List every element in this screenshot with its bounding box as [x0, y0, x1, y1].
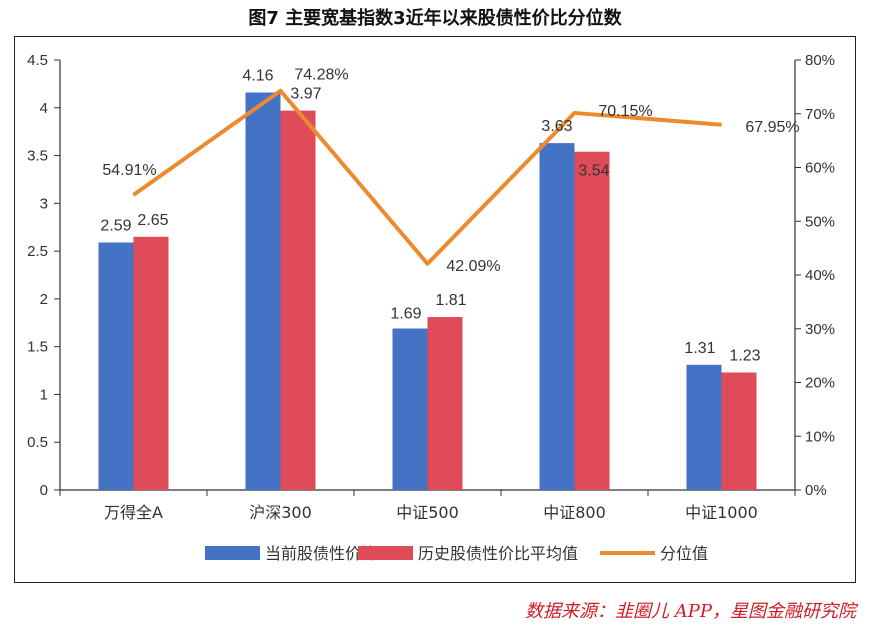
data-label-average: 3.54: [578, 163, 609, 180]
left-tick-label: 3.5: [27, 148, 48, 165]
right-tick-label: 80%: [805, 52, 835, 69]
data-label-percentile: 67.95%: [745, 119, 799, 136]
data-label-current: 4.16: [242, 67, 273, 84]
category-label: 中证1000: [685, 503, 758, 522]
legend-label-current: 当前股债性价比: [265, 544, 377, 563]
data-label-percentile: 70.15%: [598, 103, 652, 120]
bar-current: [686, 364, 722, 490]
percentile-point: [133, 194, 134, 196]
chart-frame: [14, 36, 856, 583]
data-label-percentile: 42.09%: [446, 258, 500, 275]
data-label-percentile: 74.28%: [294, 67, 348, 84]
data-label-current: 1.31: [684, 340, 715, 357]
category-label: 中证800: [543, 503, 606, 522]
left-tick-label: 0: [40, 482, 48, 499]
bar-current: [392, 328, 428, 490]
percentile-point: [574, 112, 575, 114]
legend-label-percentile: 分位值: [660, 544, 708, 563]
chart-title: 图7 主要宽基指数3近年以来股债性价比分位数: [248, 8, 622, 29]
right-tick-label: 0%: [805, 482, 827, 499]
data-label-average: 1.81: [435, 292, 466, 309]
bar-current: [245, 92, 281, 490]
category-label: 万得全A: [104, 503, 163, 522]
right-tick-label: 40%: [805, 267, 835, 284]
data-label-current: 1.69: [390, 306, 421, 323]
data-label-current: 2.59: [100, 218, 131, 235]
bar-current: [98, 242, 134, 490]
bar-average: [574, 151, 610, 490]
left-tick-label: 1: [40, 386, 48, 403]
legend-label-average: 历史股债性价比平均值: [418, 544, 578, 563]
right-tick-label: 70%: [805, 106, 835, 123]
bar-average: [427, 317, 463, 490]
left-tick-label: 2: [40, 291, 48, 308]
right-tick-label: 50%: [805, 213, 835, 230]
left-tick-label: 4.5: [27, 52, 48, 69]
data-label-average: 2.65: [137, 212, 168, 229]
data-label-average: 1.23: [729, 347, 760, 364]
right-tick-label: 60%: [805, 160, 835, 177]
right-tick-label: 30%: [805, 321, 835, 338]
left-tick-label: 3: [40, 195, 48, 212]
bar-current: [539, 143, 575, 490]
bar-average: [721, 372, 757, 490]
legend-swatch-current: [205, 546, 260, 560]
bar-average: [280, 110, 316, 491]
right-tick-label: 20%: [805, 375, 835, 392]
percentile-point: [721, 124, 722, 126]
left-tick-label: 2.5: [27, 243, 48, 260]
data-label-average: 3.97: [290, 86, 321, 103]
left-tick-label: 4: [40, 100, 48, 117]
bar-average: [133, 236, 169, 490]
left-tick-label: 0.5: [27, 434, 48, 451]
left-tick-label: 1.5: [27, 339, 48, 356]
category-label: 沪深300: [249, 503, 312, 522]
category-label: 中证500: [396, 503, 459, 522]
data-source-note: 数据来源：韭圈儿 APP，星图金融研究院: [525, 601, 856, 622]
percentile-point: [280, 90, 281, 92]
data-label-percentile: 54.91%: [102, 162, 156, 179]
data-label-current: 3.63: [541, 118, 572, 135]
legend-swatch-average: [358, 546, 413, 560]
percentile-point: [427, 263, 428, 265]
right-tick-label: 10%: [805, 428, 835, 445]
